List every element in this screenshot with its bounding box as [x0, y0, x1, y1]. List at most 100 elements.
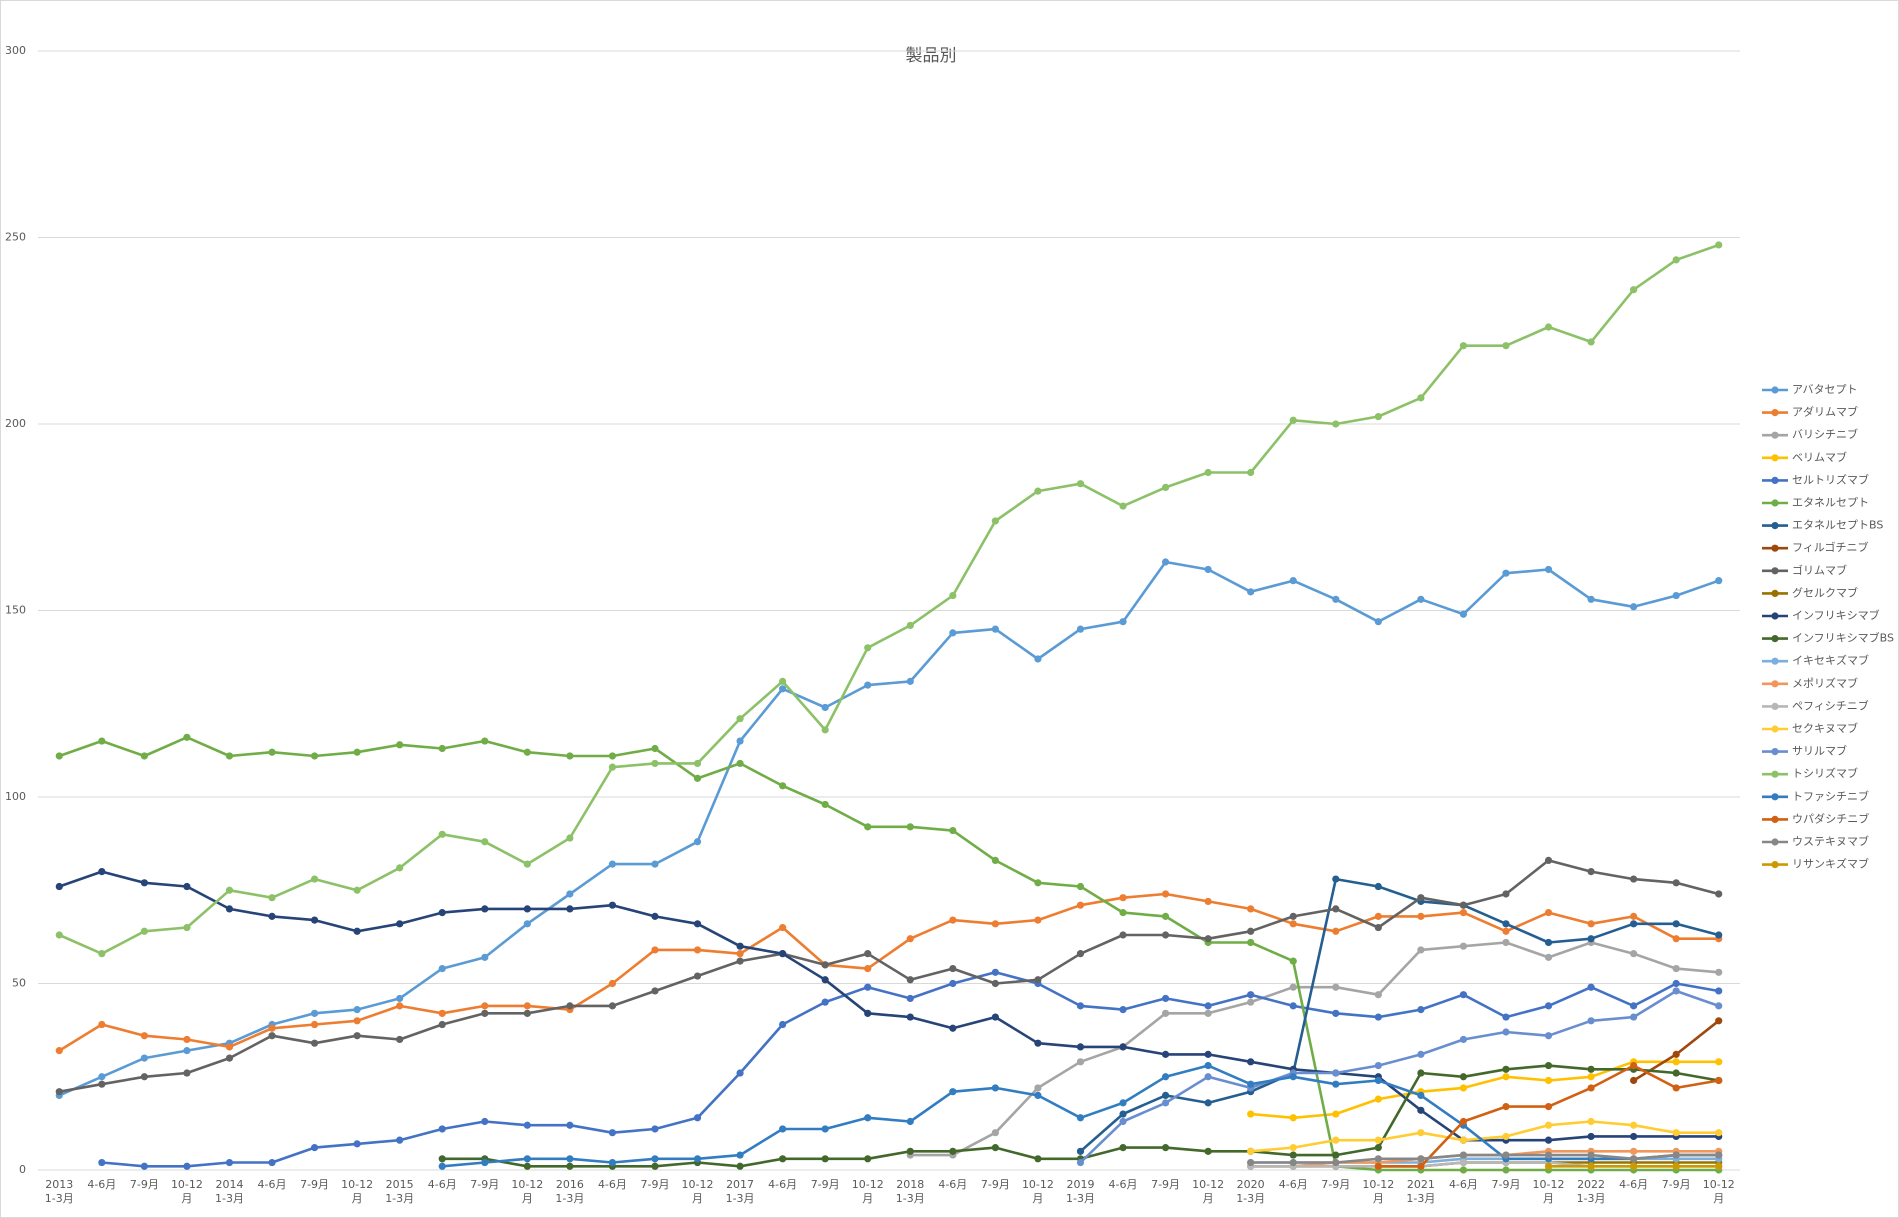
data-point [906, 1147, 914, 1155]
data-point [1459, 1136, 1468, 1144]
data-point [1076, 901, 1085, 909]
data-point [1247, 1058, 1255, 1066]
legend-label: アダリムマブ [1792, 405, 1858, 419]
legend-label: バリシチニブ [1792, 427, 1858, 441]
data-point [310, 1009, 319, 1017]
series-line [1250, 1120, 1719, 1153]
data-point [1544, 953, 1553, 961]
data-point [1417, 912, 1425, 920]
data-point [268, 894, 276, 902]
legend-marker [1771, 635, 1779, 643]
series-line [1079, 877, 1720, 1153]
data-point [1247, 938, 1255, 947]
data-point [140, 752, 148, 760]
data-point [183, 1035, 191, 1044]
y-tick-label: 200 [5, 417, 26, 430]
x-tick-label: 4-6月 [938, 1178, 968, 1191]
data-point [183, 923, 191, 932]
data-point [693, 972, 702, 980]
data-point [1161, 1144, 1170, 1152]
data-point [1417, 1129, 1425, 1137]
data-point [1374, 882, 1382, 891]
y-tick-label: 250 [5, 231, 26, 244]
legend-label: エタネルセプトBS [1792, 519, 1883, 532]
data-point [98, 737, 106, 745]
data-point [1204, 1050, 1212, 1058]
data-point [1034, 1039, 1042, 1047]
data-point [693, 1114, 702, 1122]
data-point [693, 838, 702, 846]
data-point [353, 1006, 361, 1014]
data-point [1587, 1117, 1595, 1126]
data-point [1544, 938, 1553, 947]
data-point [1630, 1013, 1638, 1021]
x-tick-label: 4-6月 [597, 1178, 627, 1191]
data-point [225, 1158, 234, 1167]
data-point [225, 1043, 234, 1051]
data-point [1459, 1158, 1468, 1167]
data-point [779, 677, 787, 685]
series-line [1250, 1153, 1719, 1164]
data-point [1544, 323, 1553, 331]
data-point [736, 957, 744, 965]
legend-marker [1771, 409, 1779, 417]
series-line [58, 892, 1719, 1052]
y-tick-label: 300 [5, 44, 26, 57]
data-point [949, 964, 957, 973]
data-point [1247, 1080, 1255, 1088]
data-point [1587, 983, 1595, 991]
data-point [1247, 991, 1255, 999]
data-point [693, 1155, 702, 1163]
data-point [1161, 1050, 1170, 1058]
data-point [1289, 920, 1297, 928]
data-point [1076, 1114, 1085, 1122]
x-tick-label: 7-9月 [1661, 1178, 1691, 1191]
data-point [608, 763, 617, 771]
data-point [1161, 1009, 1170, 1017]
data-point [651, 987, 659, 995]
data-point [864, 1114, 872, 1122]
data-point [140, 879, 148, 887]
data-point [1417, 1106, 1425, 1114]
data-point [1672, 591, 1680, 600]
data-point [821, 976, 829, 984]
x-tick-label: 4-6月 [87, 1178, 117, 1191]
data-point [1076, 950, 1085, 958]
data-point [353, 748, 361, 756]
data-point [1332, 1069, 1340, 1077]
data-point [1544, 909, 1553, 917]
data-point [1459, 909, 1468, 917]
x-tick-label: 4-6月 [1108, 1178, 1138, 1191]
data-point [1715, 1058, 1723, 1066]
data-point [310, 1020, 319, 1029]
x-tick-label: 2017 1-3月 [725, 1178, 755, 1205]
data-point [651, 1162, 659, 1170]
x-tick-label: 7-9月 [1321, 1178, 1351, 1191]
data-point [821, 1155, 829, 1163]
data-point [1502, 1132, 1510, 1141]
data-point [1672, 879, 1680, 887]
data-point [1502, 342, 1510, 350]
data-point [736, 1151, 744, 1159]
data-point [1332, 927, 1340, 935]
data-point [1459, 342, 1468, 350]
data-point [98, 868, 106, 876]
data-point [1374, 1013, 1382, 1021]
data-point [1204, 468, 1212, 477]
data-point [1544, 1102, 1553, 1111]
data-point [608, 1002, 617, 1010]
legend-label: セルトリズマブ [1792, 472, 1869, 486]
data-point [949, 979, 957, 988]
data-point [1076, 480, 1085, 488]
data-point [481, 1002, 489, 1010]
data-point [1630, 875, 1638, 883]
data-point [481, 1009, 489, 1017]
data-point [1715, 890, 1723, 898]
data-point [1459, 1035, 1468, 1044]
data-point [1715, 1129, 1723, 1137]
data-point [1459, 991, 1468, 999]
data-point [1034, 655, 1042, 663]
data-point [1715, 1162, 1723, 1170]
x-tick-label: 10-12月 [170, 1178, 203, 1205]
data-point [1459, 1117, 1468, 1126]
